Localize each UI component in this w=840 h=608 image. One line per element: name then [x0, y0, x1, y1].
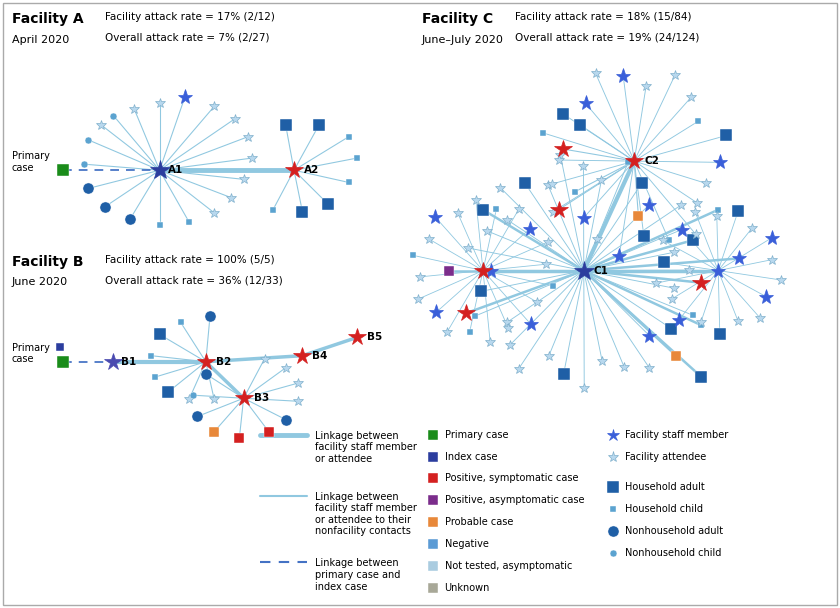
- Text: Overall attack rate = 36% (12/33): Overall attack rate = 36% (12/33): [105, 275, 283, 285]
- Text: Facility attack rate = 18% (15/84): Facility attack rate = 18% (15/84): [515, 12, 691, 22]
- Text: Household child: Household child: [625, 504, 703, 514]
- Text: April 2020: April 2020: [12, 35, 69, 45]
- Text: Primary case: Primary case: [444, 430, 508, 440]
- Text: June–July 2020: June–July 2020: [422, 35, 504, 45]
- Text: Facility staff member: Facility staff member: [625, 430, 728, 440]
- Text: Primary
case: Primary case: [12, 343, 50, 364]
- Text: B3: B3: [254, 393, 269, 403]
- Text: Facility attack rate = 17% (2/12): Facility attack rate = 17% (2/12): [105, 12, 275, 22]
- Text: Linkage between
primary case and
index case: Linkage between primary case and index c…: [315, 558, 400, 592]
- Text: Probable case: Probable case: [444, 517, 513, 527]
- Text: Positive, asymptomatic case: Positive, asymptomatic case: [444, 496, 584, 505]
- Text: Nonhousehold child: Nonhousehold child: [625, 548, 722, 558]
- Text: Facility attendee: Facility attendee: [625, 452, 706, 461]
- Text: June 2020: June 2020: [12, 277, 68, 288]
- Text: B2: B2: [216, 357, 231, 367]
- Text: Overall attack rate = 7% (2/27): Overall attack rate = 7% (2/27): [105, 32, 270, 42]
- Text: A1: A1: [168, 165, 183, 175]
- Text: Positive, symptomatic case: Positive, symptomatic case: [444, 474, 578, 483]
- Text: Primary
case: Primary case: [12, 151, 50, 173]
- Text: Unknown: Unknown: [444, 583, 490, 593]
- Text: Nonhousehold adult: Nonhousehold adult: [625, 526, 723, 536]
- Text: Not tested, asymptomatic: Not tested, asymptomatic: [444, 561, 572, 571]
- Text: Facility B: Facility B: [12, 255, 83, 269]
- Text: C2: C2: [644, 156, 659, 166]
- Text: Negative: Negative: [444, 539, 489, 549]
- Text: Index case: Index case: [444, 452, 497, 461]
- Text: A2: A2: [304, 165, 319, 175]
- Text: B5: B5: [367, 333, 382, 342]
- Text: Linkage between
facility staff member
or attendee to their
nonfacility contacts: Linkage between facility staff member or…: [315, 491, 417, 536]
- Text: Facility attack rate = 100% (5/5): Facility attack rate = 100% (5/5): [105, 255, 275, 265]
- Text: B1: B1: [122, 357, 137, 367]
- Text: B4: B4: [312, 351, 328, 361]
- Text: Facility C: Facility C: [422, 12, 493, 26]
- Text: Overall attack rate = 19% (24/124): Overall attack rate = 19% (24/124): [515, 32, 700, 42]
- Text: Linkage between
facility staff member
or attendee: Linkage between facility staff member or…: [315, 430, 417, 464]
- Text: Facility A: Facility A: [12, 12, 84, 26]
- Text: C1: C1: [594, 266, 609, 275]
- Text: Household adult: Household adult: [625, 482, 705, 492]
